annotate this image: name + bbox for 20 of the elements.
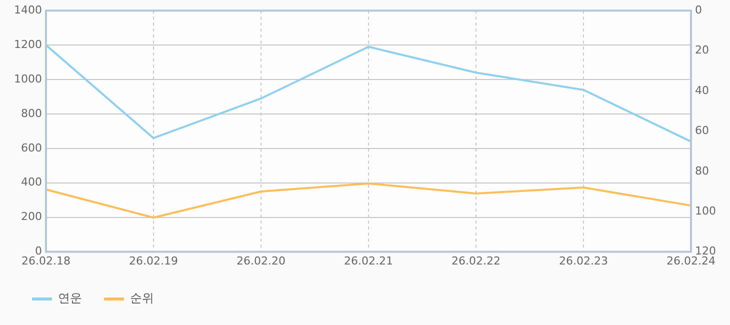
y2-tick-label: 20	[695, 44, 710, 57]
y-tick-label: 200	[20, 210, 42, 224]
y-tick-label: 400	[20, 176, 42, 189]
y2-tick-label: 80	[695, 164, 710, 178]
y-tick-label: 1000	[14, 72, 42, 86]
y2-tick-label: 60	[695, 124, 710, 138]
x-tick-label: 26.02.19	[129, 254, 178, 268]
y-tick-label: 1400	[14, 3, 42, 16]
y-tick-label: 800	[20, 106, 42, 120]
x-tick-label: 26.02.22	[452, 254, 500, 268]
x-tick-label: 26.02.23	[559, 254, 608, 268]
x-tick-label: 26.02.20	[236, 254, 286, 268]
legend-label: 연운	[58, 291, 82, 306]
y2-tick-label: 0	[695, 3, 702, 16]
x-tick-label: 26.02.21	[344, 254, 393, 268]
y2-tick-label: 100	[695, 204, 716, 218]
y-tick-label: 1200	[14, 38, 42, 51]
legend-label: 순위	[130, 291, 154, 306]
y-tick-label: 600	[20, 141, 42, 154]
y2-tick-label: 40	[695, 84, 710, 97]
